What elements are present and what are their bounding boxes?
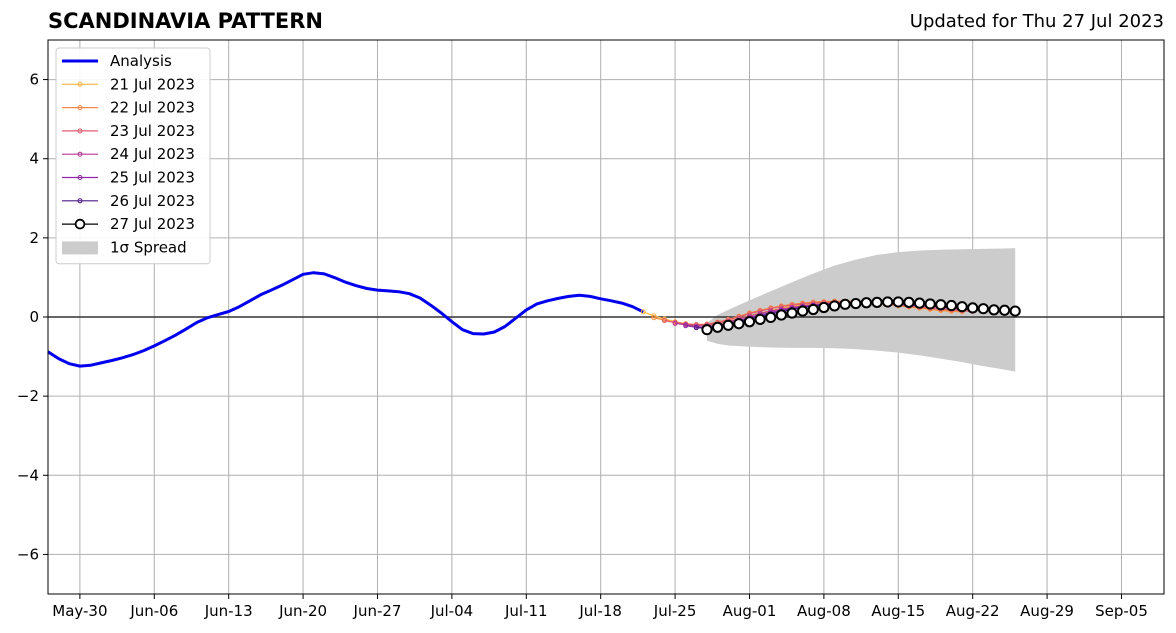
data-point: [733, 318, 745, 330]
legend-label: 22 Jul 2023: [110, 99, 195, 117]
legend-label: 24 Jul 2023: [110, 145, 195, 163]
legend-box: [55, 47, 211, 265]
x-tick-label: Jun-13: [204, 602, 253, 620]
legend-swatch: [62, 241, 98, 255]
series-line: [47, 271, 644, 368]
legend[interactable]: Analysis 21 Jul 2023 22 Jul 2023 23 Jul 202…: [55, 47, 211, 265]
y-tick-label: −2: [17, 387, 39, 405]
y-tick-label: −4: [17, 466, 39, 484]
data-point: [935, 299, 947, 311]
data-point: [701, 324, 713, 336]
data-point: [967, 302, 979, 314]
chart-title: SCANDINAVIA PATTERN: [48, 9, 323, 33]
spread-band: [707, 248, 1016, 372]
series-group: [47, 271, 1021, 368]
data-point: [786, 307, 798, 319]
data-point: [903, 296, 915, 308]
x-tick-label: Aug-08: [797, 602, 851, 620]
y-tick-label: −6: [17, 545, 39, 563]
data-point: [860, 297, 873, 309]
x-tick-label: Jun-20: [278, 602, 327, 620]
data-point: [977, 303, 989, 315]
data-point: [651, 315, 657, 321]
data-point: [661, 318, 667, 324]
data-point: [672, 320, 678, 326]
data-point: [882, 296, 894, 308]
series-0: [47, 271, 644, 368]
legend-item[interactable]: 21 Jul 2023: [62, 75, 195, 93]
x-tick-label: Jul-11: [504, 602, 548, 620]
data-point: [775, 309, 787, 321]
legend-label: 21 Jul 2023: [110, 75, 195, 93]
legend-marker: [77, 81, 83, 87]
data-point: [945, 299, 958, 312]
legend-marker: [74, 218, 86, 230]
x-tick-label: Jul-04: [430, 602, 474, 620]
legend-label: Analysis: [110, 52, 172, 70]
data-point: [722, 319, 734, 331]
data-point: [924, 298, 936, 310]
x-tick-label: May-30: [52, 602, 107, 620]
legend-marker: [77, 128, 83, 134]
data-point: [956, 301, 968, 313]
y-axis: −6 −4 −2 0 2 4 6: [17, 71, 48, 563]
chart-subtitle: Updated for Thu 27 Jul 2023: [909, 11, 1164, 32]
data-point: [818, 301, 830, 314]
legend-marker: [77, 105, 83, 111]
data-point: [743, 316, 756, 328]
data-point: [683, 323, 689, 329]
data-point: [807, 303, 819, 316]
x-tick-label: Aug-01: [723, 602, 777, 620]
data-point: [988, 304, 1000, 316]
data-point: [693, 325, 699, 331]
y-tick-label: 0: [29, 308, 39, 326]
legend-marker: [77, 151, 83, 157]
data-point: [998, 304, 1011, 316]
legend-item[interactable]: 26 Jul 2023: [62, 192, 195, 210]
data-point: [754, 313, 766, 325]
x-tick-label: Jul-25: [653, 602, 697, 620]
x-tick-label: Jul-18: [578, 602, 622, 620]
spread-area: [707, 248, 1016, 372]
legend-item[interactable]: 25 Jul 2023: [62, 169, 195, 187]
legend-label: 1σ Spread: [110, 238, 187, 256]
legend-label: 23 Jul 2023: [110, 122, 195, 140]
legend-item[interactable]: 1σ Spread: [62, 238, 187, 256]
legend-item[interactable]: Analysis: [62, 52, 172, 70]
legend-item[interactable]: 22 Jul 2023: [62, 99, 195, 117]
data-point: [871, 296, 883, 308]
y-tick-label: 2: [29, 229, 39, 247]
x-tick-label: Aug-29: [1020, 602, 1074, 620]
legend-label: 25 Jul 2023: [110, 169, 195, 187]
legend-item[interactable]: 27 Jul 2023: [62, 215, 195, 233]
data-point: [765, 311, 777, 323]
data-point: [797, 305, 809, 317]
x-tick-label: Jun-27: [353, 602, 402, 620]
data-point: [892, 296, 904, 308]
x-tick-label: Aug-15: [871, 602, 925, 620]
data-point: [1009, 305, 1021, 317]
legend-label: 26 Jul 2023: [110, 192, 195, 210]
data-point: [712, 321, 724, 333]
y-tick-label: 4: [29, 150, 39, 168]
y-tick-label: 6: [29, 71, 39, 89]
legend-item[interactable]: 24 Jul 2023: [62, 145, 195, 163]
legend-marker: [77, 198, 83, 204]
data-point: [913, 297, 926, 309]
data-point: [828, 300, 841, 312]
legend-item[interactable]: 23 Jul 2023: [62, 122, 195, 140]
data-point: [640, 309, 646, 315]
legend-label: 27 Jul 2023: [110, 215, 195, 233]
x-tick-label: Aug-22: [946, 602, 1000, 620]
legend-marker: [77, 175, 83, 180]
data-point: [850, 297, 862, 310]
series-7: [701, 296, 1021, 336]
x-tick-label: Sep-05: [1095, 602, 1148, 620]
x-tick-label: Jun-06: [129, 602, 178, 620]
data-point: [839, 298, 851, 310]
x-axis: May-30 Jun-06 Jun-13 Jun-20 Jun-27 Jul-04 Jul-…: [52, 594, 1148, 620]
